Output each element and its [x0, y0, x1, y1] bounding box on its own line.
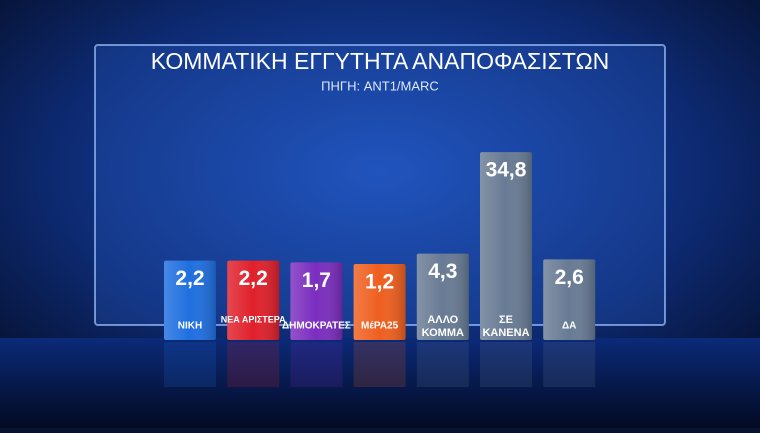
category-label: ΔΑ	[562, 321, 576, 332]
chart-subtitle: ΠΗΓΗ: ANT1/MARC	[321, 78, 439, 93]
value-label: 1,7	[302, 269, 331, 292]
category-label-group: ΣΕ ΚΑΝΕΝΑ	[482, 314, 529, 339]
bar-reflection	[416, 342, 469, 387]
value-label: 2,2	[239, 267, 268, 290]
value-label: 1,2	[365, 271, 394, 294]
category-label: ΑΛΛΟ ΚΟΜΜΑ	[422, 314, 464, 339]
category-label: ΜέΡΑ25	[361, 321, 399, 332]
bar-shade	[164, 260, 216, 340]
value-label: 2,6	[555, 266, 584, 289]
bar-shade	[543, 259, 596, 340]
bar-shade	[480, 152, 532, 340]
bar-reflection	[543, 342, 596, 387]
value-label: 4,3	[428, 260, 457, 283]
bar-shade	[353, 264, 406, 340]
bar-shade	[290, 262, 343, 340]
category-label: ΔΗΜΟΚΡΑΤΕΣ	[282, 321, 351, 332]
bar-reflection	[353, 342, 406, 387]
category-label-group: ΑΛΛΟ ΚΟΜΜΑ	[422, 314, 464, 339]
bar-reflection	[227, 342, 280, 387]
bar-reflection	[480, 342, 532, 387]
category-label: ΝΕΑ ΑΡΙΣΤΕΡΑ	[221, 314, 286, 324]
category-label: ΣΕ ΚΑΝΕΝΑ	[482, 314, 529, 339]
bar-reflection	[290, 342, 343, 387]
chart-title: ΚΟΜΜΑΤΙΚΗ ΕΓΓΥΤΗΤΑ ΑΝΑΠΟΦΑΣΙΣΤΩΝ	[151, 48, 610, 74]
value-label: 34,8	[486, 159, 527, 182]
value-label: 2,2	[175, 267, 204, 290]
category-label: ΝΙΚΗ	[178, 321, 202, 332]
floor	[0, 338, 760, 428]
bar-shade	[227, 260, 280, 340]
bar-reflection	[164, 342, 216, 387]
bar-shade	[416, 253, 469, 340]
